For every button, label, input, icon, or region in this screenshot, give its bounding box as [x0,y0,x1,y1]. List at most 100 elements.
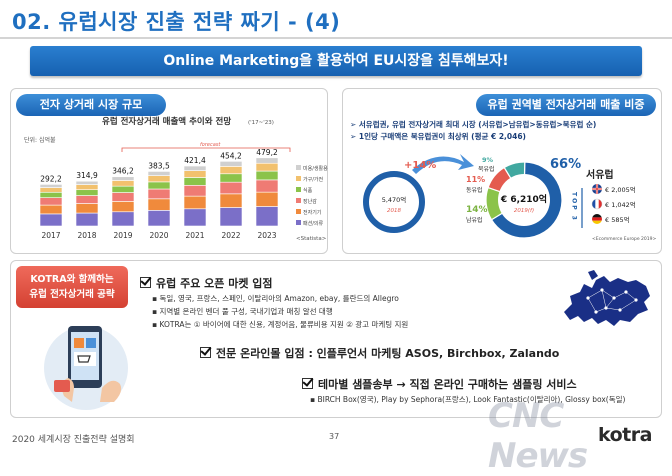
bar-segment [255,191,279,207]
donut-hole [498,174,550,226]
x-tick-label: 2017 [41,231,60,240]
legend-swatch [296,198,301,203]
item-specialty-mall-heading: 전문 온라인몰 입점 : 인플루언서 마케팅 ASOS, Birchbox, Z… [216,347,560,360]
regional-share-graphic: 5,470억 2018 +14% € 6,210억 2019(f) 9% 북유럽… [363,154,657,242]
ecommerce-sales-chart: 유럽 전자상거래 매출액 추이와 전망 ('17~'23) 단위: 십억불 fo… [24,116,328,242]
legend-entry: 전자기기 [303,209,321,216]
donut-center-value: € 6,210억 [500,193,547,205]
north-label: 북유럽 [478,165,495,173]
top3-de-value: € 585억 [605,216,630,224]
bar-total-label: 454,2 [220,151,242,160]
bar-segment [75,212,99,227]
legend-entry: 식품 [303,187,313,194]
bar-segment [111,185,135,193]
open-market-bullet-1: ▪ 독일, 영국, 프랑스, 스페인, 이탈리아의 Amazon, ebay, … [152,294,399,303]
bar-segment [183,195,207,210]
flag-de-icon [592,214,602,224]
bar-segment [111,176,135,181]
bar-segment [147,175,171,183]
legend-entry: 패션/의류 [303,220,323,227]
chart-title-note: ('17~'23) [248,120,274,126]
bar-total-label: 346,2 [112,167,134,176]
strategy-label: KOTRA와 함께하는 유럽 전자상거래 공략 [16,266,128,308]
circle-2018 [363,171,425,233]
regional-source: <Ecommerce Europe 2019> [592,236,657,242]
top3-uk-value: € 2,005억 [605,186,636,194]
bar-segment [183,165,207,171]
item-open-market: 유럽 주요 오픈 마켓 입점 [140,275,273,291]
south-pct: 14% [466,205,488,215]
open-market-bullet-2: ▪ 지역별 온라인 벤더 풀 구성, 국내기업과 매칭 알선 대행 [152,307,333,316]
x-tick-label: 2022 [221,231,240,240]
market-size-label: 전자 상거래 시장 규모 [16,94,166,116]
forecast-bracket [121,147,291,152]
sampling-bullet-1: ▪ BIRCH Box(영국), Play by Sephora(프랑스), L… [310,395,626,404]
bar-segment [75,203,99,214]
footer-text: 2020 세계시장 진출전략 설명회 [12,435,135,445]
x-tick-label: 2021 [185,231,204,240]
forecast-label: forecast [200,142,221,148]
regional-bullet-1: ➢ 서유럽권, 유럽 전자상거래 최대 시장 (서유럽>남유럽>동유럽>북유럽 … [350,120,597,129]
x-tick-label: 2023 [257,231,276,240]
strategy-label-line2: 유럽 전자상거래 공략 [29,289,115,300]
bar-segment [39,213,63,227]
mobile-shopping-illustration [44,326,128,410]
bar-segment [147,181,171,190]
item-sampling-heading: 테마별 샘플송부 → 직접 온라인 구매하는 샘플링 서비스 [318,378,577,391]
legend-entry: 장난감 [303,198,317,205]
x-tick-label: 2019 [113,231,132,240]
legend-swatch [296,165,301,170]
x-tick-label: 2020 [149,231,168,240]
bar-segment [147,188,171,200]
south-label: 남유럽 [466,216,483,224]
title-divider [0,37,672,39]
bar-segment [75,195,99,204]
legend-swatch [296,220,301,225]
north-pct: 9% [482,156,494,164]
donut-center-year: 2019(f) [514,208,534,214]
bar-segment [183,208,207,227]
bar-segment [255,170,279,181]
bar-segment [219,181,243,195]
bar-total-label: 292,2 [40,174,62,183]
bar-segment [219,193,243,208]
checkbox-icon [302,378,313,389]
bar-segment [219,166,243,175]
west-label: 서유럽 [586,168,614,181]
bar-segment [255,162,279,172]
bar-total-label: 383,5 [148,161,170,170]
chart-source: <Statista> [296,236,327,242]
headline-banner: Online Marketing을 활용하여 EU시장을 침투해보자! [30,46,642,76]
bar-segment [111,201,135,213]
legend-swatch [296,176,301,181]
chart-unit: 단위: 십억불 [24,136,56,144]
legend-swatch [296,209,301,214]
east-label: 동유럽 [466,186,483,194]
open-market-bullet-3: ▪ KOTRA는 ① 바이어에 대한 신용, 계정어음, 물류비용 지원 ② 광… [152,320,409,329]
bar-segment [219,161,243,167]
bar-total-label: 421,4 [184,156,206,165]
bar-segment [183,177,207,186]
legend-entry: 미용/생활용 [303,165,328,172]
item-open-market-heading: 유럽 주요 오픈 마켓 입점 [156,277,273,290]
growth-arrow [412,154,474,174]
bar-segment [183,170,207,178]
bar-total-label: 479,2 [256,148,278,157]
bar-segment [39,184,63,188]
flag-fr-icon [591,198,603,210]
x-tick-label: 2018 [77,231,96,240]
chart-title: 유럽 전자상거래 매출액 추이와 전망 [102,116,231,127]
bar-segment [75,189,99,196]
flag-uk-icon [592,184,602,194]
europe-map-illustration [564,270,650,326]
east-pct: 11% [466,175,485,184]
bar-segment [39,191,63,198]
circle-2018-value: 5,470억 [382,196,407,204]
top3-fr-value: € 1,042억 [605,201,636,209]
regional-bullet-2: ➢ 1인당 구매액은 북유럽권이 최상위 (평균 € 2,046) [350,132,526,141]
item-sampling: 테마별 샘플송부 → 직접 온라인 구매하는 샘플링 서비스 [302,376,577,392]
top3-label: TOP 3 [571,192,578,222]
checkbox-icon [200,347,211,358]
page-number: 37 [329,432,340,441]
legend-swatch [296,187,301,192]
